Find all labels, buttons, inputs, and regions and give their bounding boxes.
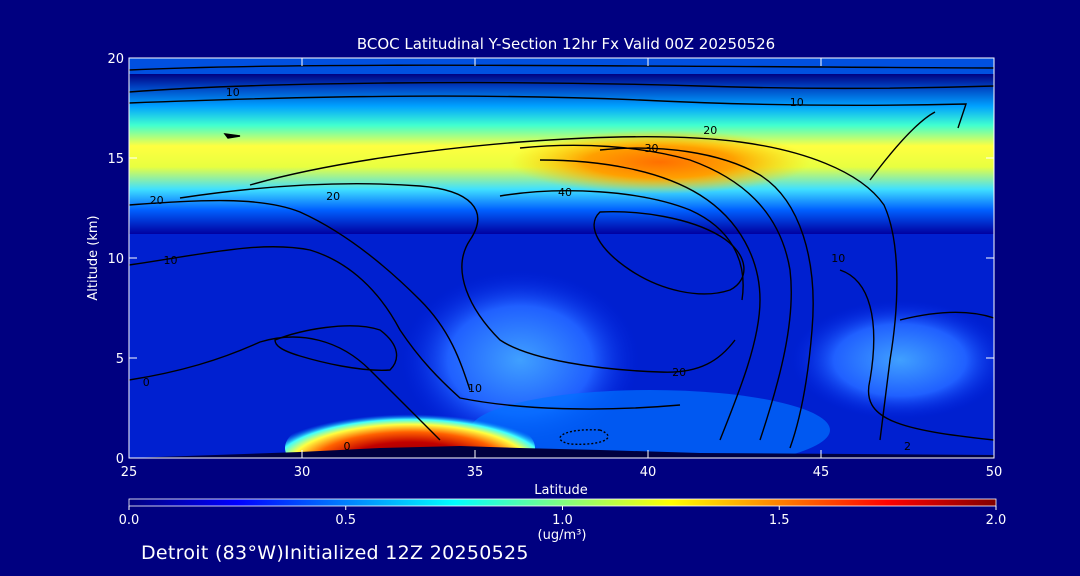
contour-label: 20 [672, 366, 686, 379]
contours [129, 64, 994, 449]
contour-label: 10 [164, 254, 178, 267]
x-tick-label: 50 [986, 465, 1003, 480]
y-axis-label: Altitude (km) [86, 215, 101, 300]
mid-trop-blob-east [790, 300, 994, 420]
chart-title: BCOC Latitudinal Y-Section 12hr Fx Valid… [357, 35, 775, 53]
contour-label: 0 [343, 440, 350, 453]
x-tick-label: 25 [121, 465, 138, 480]
colorbar-label: (ug/m³) [538, 528, 587, 543]
y-tick-label: 15 [107, 152, 124, 167]
plume-core [510, 130, 810, 194]
colorbar-ramp [128, 498, 997, 507]
contour-label: 20 [703, 124, 717, 137]
contour-label: 20 [150, 194, 164, 207]
contour-label: 2 [904, 440, 911, 453]
contour-label: 40 [558, 186, 572, 199]
colorbar-tick-label: 2.0 [986, 513, 1007, 528]
footer-init-text: Detroit (83°W)Initialized 12Z 20250525 [141, 542, 529, 564]
y-tick-label: 0 [116, 452, 124, 467]
colorbar-tick-label: 0.0 [119, 513, 140, 528]
contour-label: 10 [226, 86, 240, 99]
y-tick-label: 5 [116, 352, 124, 367]
contour-label: 10 [790, 96, 804, 109]
dust-plume [285, 406, 535, 458]
colorbar-tick-label: 1.5 [769, 513, 790, 528]
x-axis: 25 30 35 40 45 50 [121, 58, 1003, 480]
lower-field-east [470, 390, 830, 458]
contour-label: 10 [831, 252, 845, 265]
colorbar-tick-label: 0.5 [335, 513, 356, 528]
colorbar-tick-label: 1.0 [552, 513, 573, 528]
x-tick-label: 45 [813, 465, 830, 480]
terrain [129, 446, 994, 458]
y-tick-label: 20 [107, 52, 124, 67]
x-tick-label: 30 [294, 465, 311, 480]
contour-label: 10 [468, 382, 482, 395]
contour-label: 0 [143, 376, 150, 389]
contour-label: 20 [326, 190, 340, 203]
x-axis-label: Latitude [534, 483, 588, 498]
contour-label: 30 [644, 142, 658, 155]
plot-area [129, 58, 994, 458]
x-tick-label: 40 [640, 465, 657, 480]
colorbar: 0.0 0.5 1.0 1.5 2.0 (ug/m³) [119, 498, 1007, 543]
colorbar-ticks: 0.0 0.5 1.0 1.5 2.0 [119, 506, 1007, 528]
y-tick-label: 10 [107, 252, 124, 267]
x-tick-label: 35 [467, 465, 484, 480]
contour-labels: 10 10 20 30 40 20 20 10 10 20 10 0 0 2 [143, 86, 911, 453]
